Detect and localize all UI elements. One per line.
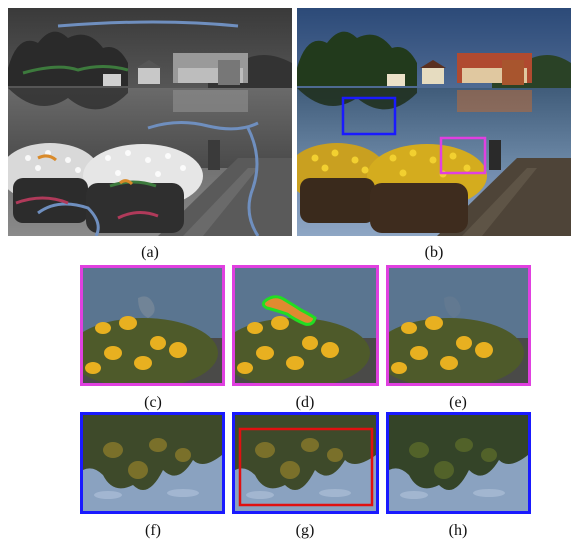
caption-a: (a) bbox=[141, 244, 159, 261]
caption-c: (c) bbox=[144, 394, 162, 411]
caption-e: (e) bbox=[449, 394, 467, 411]
panel-d-zoom-flowers-annotated bbox=[232, 265, 379, 386]
panel-g-zoom-reflection-annotated bbox=[232, 412, 379, 514]
panel-b-colorized-result bbox=[297, 8, 571, 236]
panel-h-zoom-reflection-corrected bbox=[386, 412, 531, 514]
panel-f-zoom-reflection bbox=[80, 412, 225, 514]
green-outlined-error-region bbox=[261, 295, 317, 326]
panel-e-zoom-flowers-corrected bbox=[386, 265, 531, 386]
caption-d: (d) bbox=[295, 394, 315, 411]
caption-f: (f) bbox=[145, 522, 161, 539]
caption-b: (b) bbox=[424, 244, 444, 261]
blue-region-box bbox=[341, 96, 397, 136]
panel-c-zoom-flowers bbox=[80, 265, 225, 386]
caption-h: (h) bbox=[448, 522, 468, 539]
red-selection-box bbox=[238, 427, 374, 507]
magenta-region-box bbox=[439, 136, 487, 175]
panel-a-grayscale-input bbox=[8, 8, 292, 236]
caption-g: (g) bbox=[295, 522, 315, 539]
